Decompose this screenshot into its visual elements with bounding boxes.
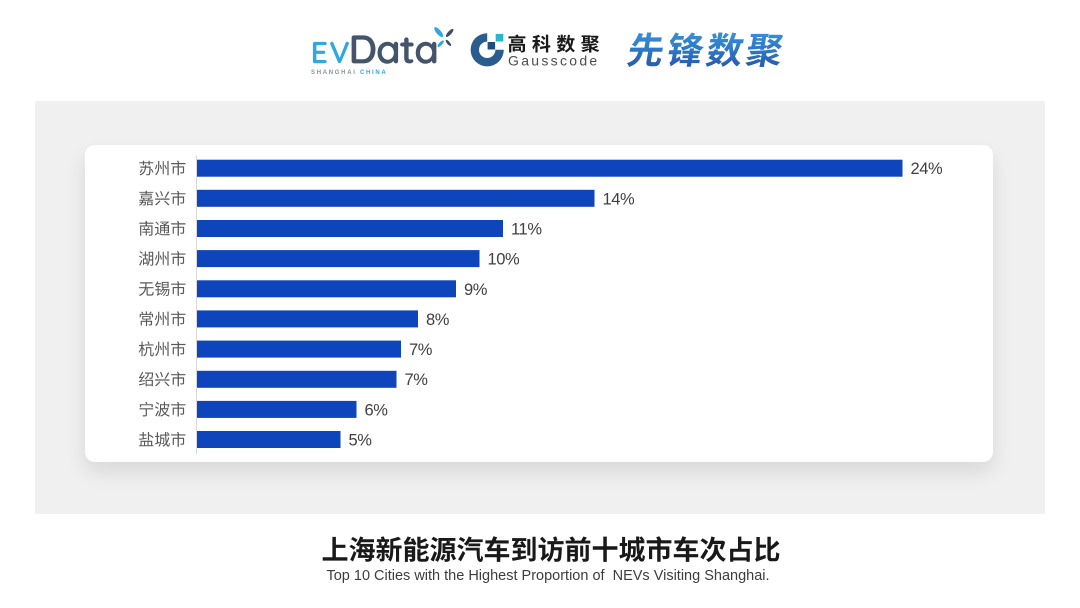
svg-text:SHANGHAI CHINA: SHANGHAI CHINA <box>311 70 387 76</box>
svg-text:6%: 6% <box>365 401 389 419</box>
svg-text:10%: 10% <box>488 251 521 269</box>
svg-text:8%: 8% <box>426 311 450 329</box>
svg-text:24%: 24% <box>911 160 944 178</box>
svg-text:7%: 7% <box>405 371 429 389</box>
svg-text:7%: 7% <box>409 341 433 359</box>
svg-text:9%: 9% <box>464 281 488 299</box>
svg-text:14%: 14% <box>603 190 636 208</box>
svg-text:5%: 5% <box>349 432 373 450</box>
svg-text:Gausscode: Gausscode <box>508 53 600 69</box>
svg-text:11%: 11% <box>511 221 542 239</box>
